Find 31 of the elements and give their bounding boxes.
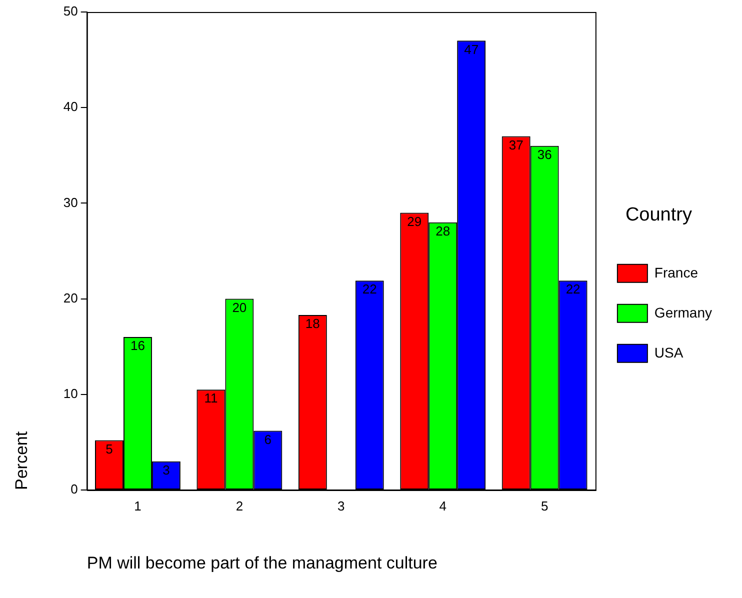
data-label: 5 (106, 441, 113, 456)
data-label: 22 (362, 282, 377, 297)
data-label: 36 (537, 146, 552, 162)
legend-label: Germany (654, 304, 712, 320)
x-tick-label: 1 (134, 498, 142, 514)
x-tick-label: 5 (540, 498, 548, 514)
x-axis-title: PM will become part of the managment culture (86, 553, 438, 572)
data-label: 47 (464, 42, 479, 57)
y-tick-label: 20 (63, 290, 78, 306)
data-label: 18 (305, 316, 320, 332)
y-axis-title: Percent (12, 431, 31, 490)
data-label: 16 (130, 338, 145, 354)
y-tick-label: 40 (63, 99, 78, 114)
x-tick-label: 4 (439, 498, 446, 514)
legend-label: France (654, 264, 698, 280)
data-label: 11 (204, 390, 218, 406)
y-tick-label: 30 (63, 194, 78, 210)
data-label: 3 (162, 462, 170, 478)
data-label: 28 (436, 223, 450, 238)
data-label: 37 (508, 137, 524, 152)
legend-label: USA (654, 344, 684, 360)
y-tick-label: 0 (70, 482, 78, 497)
data-label: 20 (232, 300, 247, 315)
y-tick-label: 50 (63, 4, 78, 19)
x-tick-label: 2 (236, 498, 244, 514)
legend-title: Country (625, 204, 692, 226)
data-label: 29 (407, 214, 422, 229)
x-tick-label: 3 (338, 498, 345, 514)
data-label: 6 (264, 432, 272, 447)
data-label: 22 (566, 282, 580, 297)
y-tick-label: 10 (63, 386, 78, 401)
